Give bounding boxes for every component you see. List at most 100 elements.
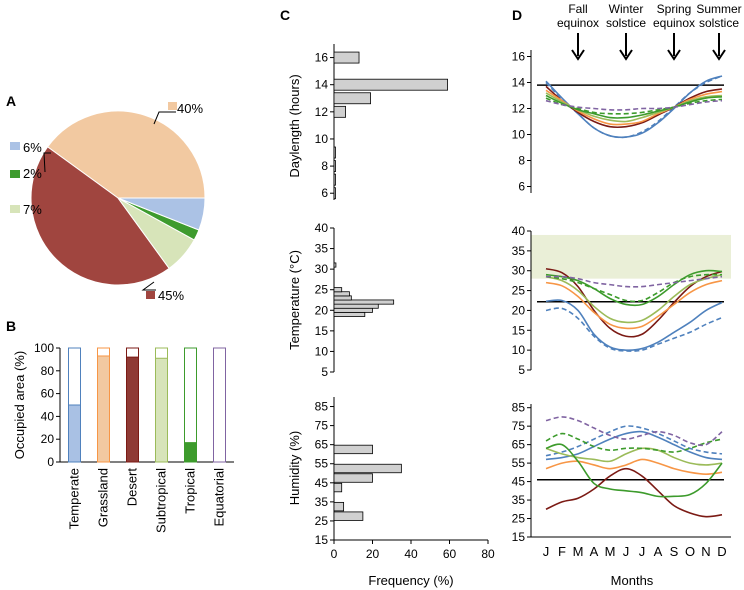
b-bar-fill-tropical xyxy=(184,442,197,463)
c-hist-bar xyxy=(333,187,336,200)
c-hist-bar xyxy=(333,482,343,493)
c-hist-bar xyxy=(333,262,337,268)
pie-label-45: 45% xyxy=(158,288,184,303)
c2-ylabel: Temperature (°C) xyxy=(287,250,302,350)
d-month-label: J xyxy=(543,544,550,559)
d-ytick-label: 35 xyxy=(512,493,526,507)
b-bar-fill-subtropical xyxy=(155,357,168,463)
b-ytick-label: 60 xyxy=(41,387,55,401)
d-series-desert xyxy=(545,267,723,338)
d-month-label: J xyxy=(623,544,630,559)
panel-label-b: B xyxy=(6,318,16,334)
d-ytick-label: 15 xyxy=(512,530,526,544)
d-month-label: O xyxy=(685,544,695,559)
panel-label-d: D xyxy=(512,7,522,23)
pie-chart xyxy=(30,110,206,286)
d-month-label: S xyxy=(670,544,679,559)
c-hist-bar xyxy=(333,51,360,64)
c-hist-bar xyxy=(333,303,379,309)
c-hist-bar xyxy=(333,501,345,512)
pie-label-6: 6% xyxy=(23,140,42,155)
b-category-label: Desert xyxy=(125,468,140,507)
c-ytick-label: 75 xyxy=(315,419,329,433)
c1-ylabel: Daylength (hours) xyxy=(287,74,302,177)
d-ytick-label: 8 xyxy=(518,154,525,168)
b-ylabel: Occupied area (%) xyxy=(12,351,27,459)
d-ytick-label: 85 xyxy=(512,401,526,415)
line-chart-temperature: 5 10 15 20 25 30 35 40 xyxy=(512,224,731,377)
d-series-grassland xyxy=(545,458,723,475)
d-ytick-label: 25 xyxy=(512,512,526,526)
d-ytick-label: 16 xyxy=(512,50,526,64)
b-category-label: Temperate xyxy=(67,468,82,529)
c-ytick-label: 85 xyxy=(315,400,329,414)
leader-line-6 xyxy=(43,152,51,173)
pie-slice-40 xyxy=(46,110,206,199)
c-hist-bar xyxy=(333,463,402,474)
c-ytick-label: 14 xyxy=(315,78,329,92)
b-ytick-label: 20 xyxy=(41,432,55,446)
leader-line-40 xyxy=(153,111,176,125)
d-ytick-label: 65 xyxy=(512,438,526,452)
c-hist-bar xyxy=(333,511,364,521)
d-series-subtropical xyxy=(545,273,723,324)
pie-label-2: 2% xyxy=(23,166,42,181)
pie-legend-swatch-6 xyxy=(10,142,20,150)
d-ytick-label: 30 xyxy=(512,264,526,278)
pie-legend-swatch-40 xyxy=(168,102,177,110)
annotation-line2: equinox xyxy=(557,16,599,30)
d-ytick-label: 20 xyxy=(512,303,526,317)
annotation-line1: Winter xyxy=(609,2,644,16)
d-series-tropical xyxy=(545,269,723,307)
season-annotations: FallequinoxWintersolsticeSpringequinoxSu… xyxy=(557,2,742,61)
d-ytick-label: 15 xyxy=(512,323,526,337)
pie-legend-swatch-45 xyxy=(146,291,155,299)
d3-xlabel: Months xyxy=(611,573,654,588)
c-hist-bar xyxy=(333,307,373,313)
pie-slice-6 xyxy=(117,197,206,231)
d-series-grassland xyxy=(545,89,723,126)
d-series-tropical xyxy=(545,94,723,119)
histogram-daylength: Daylength (hours) 6 8 10 12 14 16 xyxy=(287,44,448,200)
d-series-temperate-dashed xyxy=(545,425,723,457)
c-ytick-label: 12 xyxy=(315,105,329,119)
b-ytick-label: 0 xyxy=(47,455,54,469)
d-month-label: F xyxy=(558,544,566,559)
b-bar-fill-temperate xyxy=(68,404,81,463)
d-ytick-label: 35 xyxy=(512,244,526,258)
d-series-equatorial xyxy=(545,99,723,111)
c3-xlabel: Frequency (%) xyxy=(368,573,453,588)
histogram-humidity: Humidity (%) Frequency (%) 15 25 35 45 55 65 7… xyxy=(287,397,495,588)
d-series-temperate-dashed xyxy=(545,75,723,139)
d-ytick-label: 55 xyxy=(512,456,526,470)
pie-legend-swatch-7 xyxy=(10,205,20,213)
b-bar-outline-equatorial xyxy=(213,347,226,463)
c-ytick-label: 20 xyxy=(315,303,329,317)
d-series-temperate xyxy=(545,430,723,461)
d-ytick-label: 25 xyxy=(512,284,526,298)
b-category-label: Grassland xyxy=(96,468,111,527)
c-xtick-label: 40 xyxy=(404,547,418,561)
c-hist-bar xyxy=(333,78,448,91)
c-hist-bar xyxy=(333,92,371,105)
annotation-line1: Summer xyxy=(696,2,741,16)
d-month-label: M xyxy=(605,544,616,559)
b-category-label: Tropical xyxy=(183,468,198,514)
c-ytick-label: 6 xyxy=(321,186,328,200)
annotation-arrow-head xyxy=(712,49,726,61)
c-ytick-label: 30 xyxy=(315,262,329,276)
d-series-equatorial xyxy=(545,275,723,288)
annotation-line2: solstice xyxy=(606,16,646,30)
annotation-line2: equinox xyxy=(653,16,695,30)
d-ytick-label: 75 xyxy=(512,419,526,433)
d-month-label: M xyxy=(573,544,584,559)
c-ytick-label: 15 xyxy=(315,533,329,547)
c-ytick-label: 35 xyxy=(315,495,329,509)
line-chart-daylength: 6 8 10 12 14 16 xyxy=(512,50,724,194)
d-month-label: J xyxy=(639,544,646,559)
c-hist-bar xyxy=(333,311,366,317)
c-ytick-label: 15 xyxy=(315,324,329,338)
d-ytick-label: 14 xyxy=(512,76,526,90)
c-ytick-label: 10 xyxy=(315,132,329,146)
